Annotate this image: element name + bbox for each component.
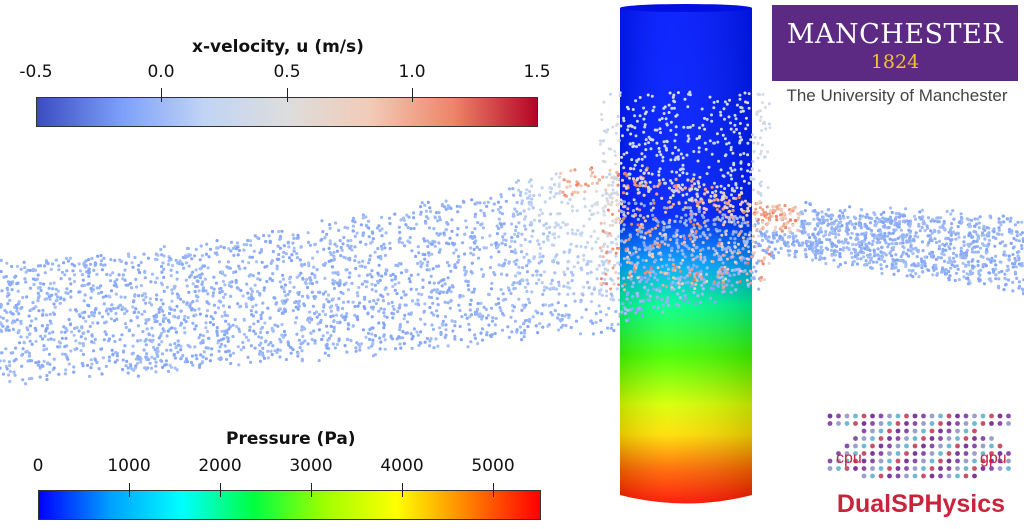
velocity-tick-mark xyxy=(287,88,288,102)
pressure-tick-mark xyxy=(311,483,312,497)
velocity-tick-label: 1.5 xyxy=(523,62,551,82)
logo-gpu-label: gpu xyxy=(980,450,1007,467)
velocity-tick-mark xyxy=(161,88,162,102)
pressure-tick-label: 0 xyxy=(32,456,44,476)
logo-year: 1824 xyxy=(870,51,920,73)
pressure-tick-mark xyxy=(220,483,221,497)
velocity-tick-label: 0.5 xyxy=(273,62,301,82)
logo-wordmark: MANCHESTER xyxy=(786,19,1004,50)
pressure-tick-label: 2000 xyxy=(198,456,242,476)
pressure-tick-label: 4000 xyxy=(380,456,424,476)
logo-cpu-label: cpu xyxy=(836,450,862,467)
velocity-colorbar-title: x-velocity, u (m/s) xyxy=(192,37,364,57)
fluid-particles-front xyxy=(598,90,772,323)
velocity-tick-label: 0.0 xyxy=(147,62,175,82)
velocity-tick-mark xyxy=(412,88,413,102)
pressure-colorbar-title: Pressure (Pa) xyxy=(226,429,356,449)
pressure-tick-mark xyxy=(129,483,130,497)
pressure-colorbar xyxy=(38,490,541,520)
dualsphysics-wordmark: DualSPHysics xyxy=(836,490,1006,518)
velocity-tick-label: -0.5 xyxy=(19,62,53,82)
pressure-tick-label: 5000 xyxy=(471,456,515,476)
pressure-tick-mark xyxy=(402,483,403,497)
pressure-tick-label: 3000 xyxy=(289,456,333,476)
pressure-tick-mark xyxy=(493,483,494,497)
pressure-tick-label: 1000 xyxy=(107,456,151,476)
university-name: The University of Manchester xyxy=(786,86,1008,105)
dualsphysics-logo-mark xyxy=(827,413,1011,479)
fluid-particles-upstream xyxy=(0,166,1024,386)
velocity-colorbar xyxy=(36,97,538,127)
velocity-tick-label: 1.0 xyxy=(398,62,426,82)
university-logo: MANCHESTER 1824 xyxy=(772,5,1018,81)
